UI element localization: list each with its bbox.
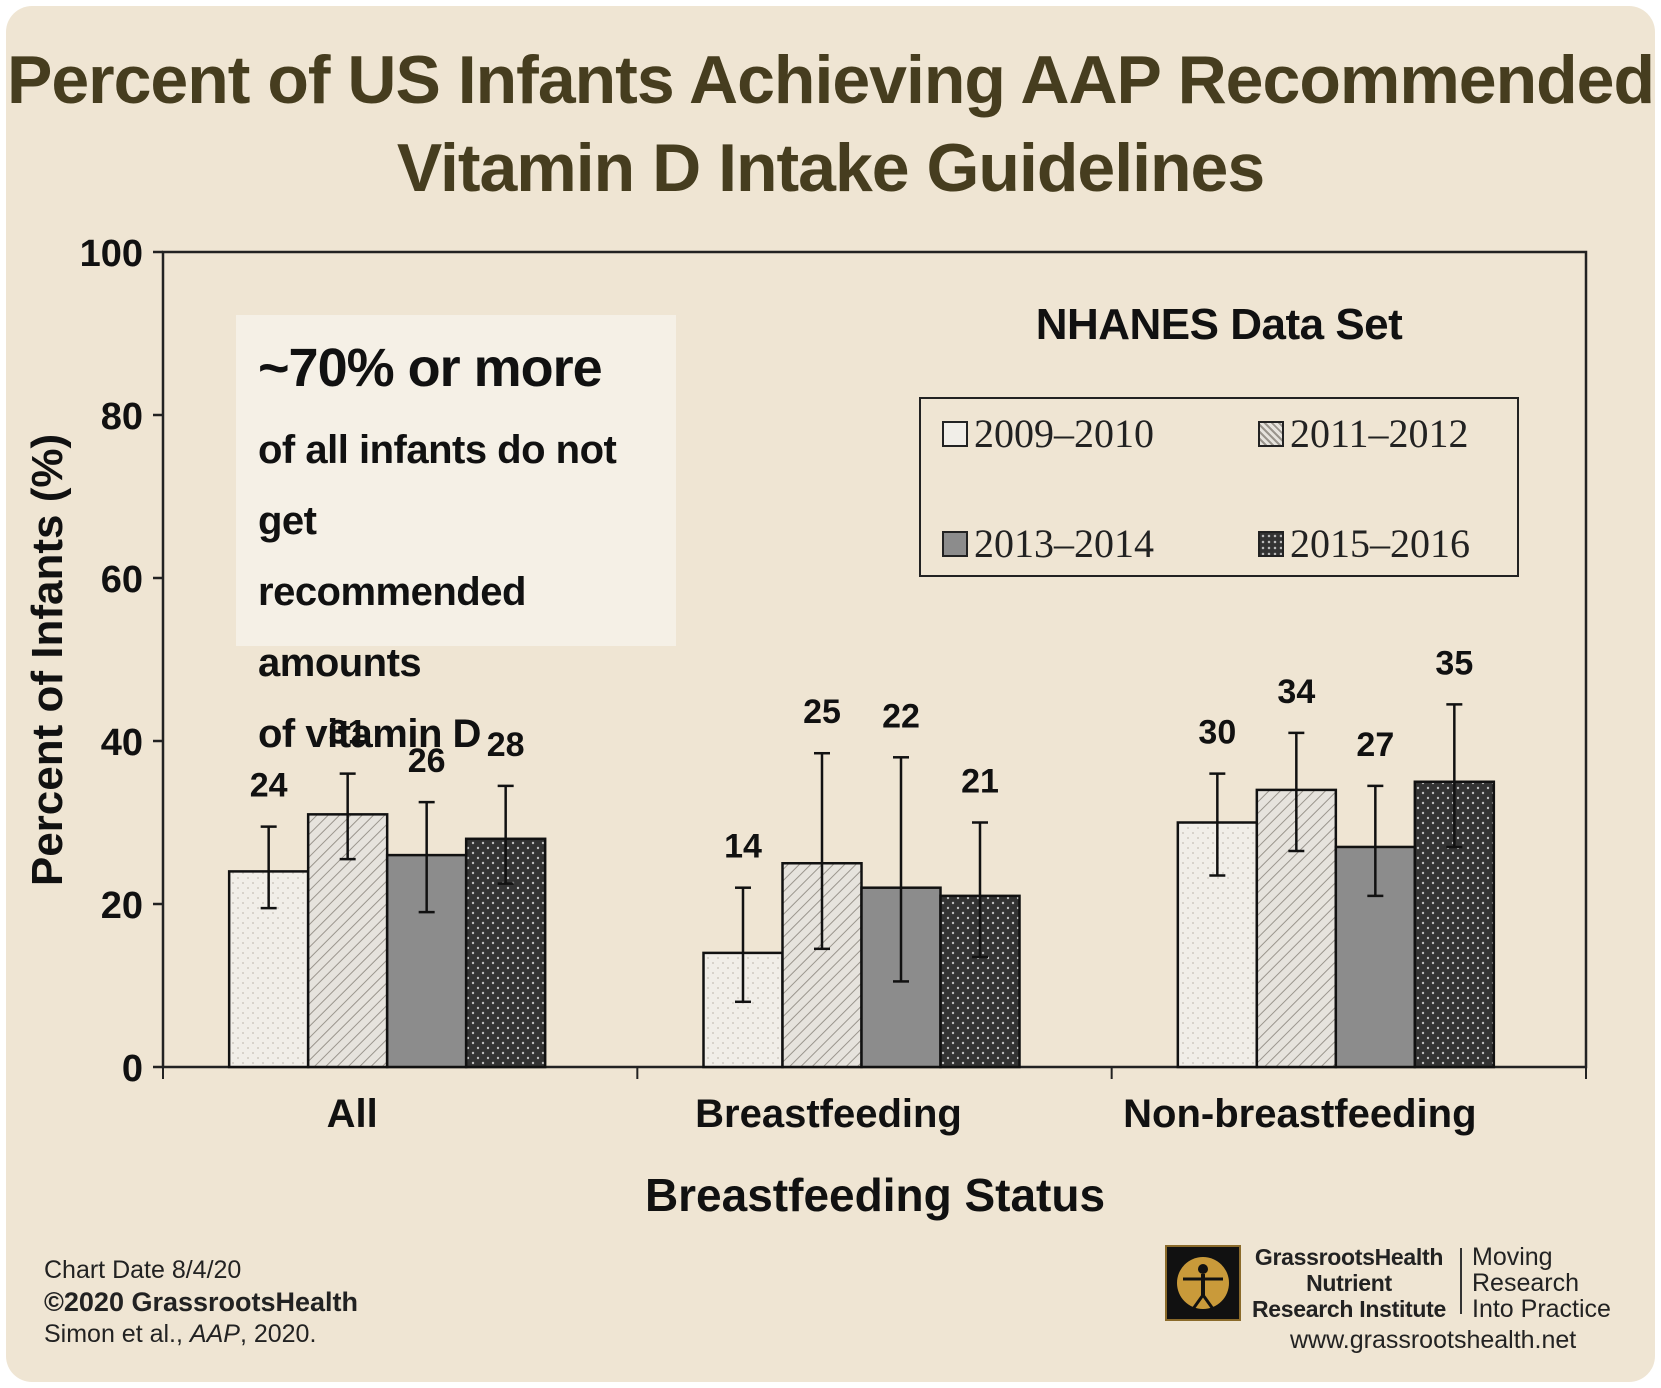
title-line-2: Vitamin D Intake Guidelines bbox=[396, 130, 1265, 206]
website-link[interactable]: www.grassrootshealth.net bbox=[1290, 1326, 1577, 1354]
callout-line-1: of all infants do not get bbox=[258, 428, 617, 543]
data-label: 21 bbox=[961, 763, 999, 801]
citation-suffix: , 2020. bbox=[239, 1320, 317, 1348]
data-label: 34 bbox=[1277, 673, 1315, 711]
legend-swatch-2015-2016 bbox=[1258, 530, 1284, 557]
legend-swatch-2009-2010 bbox=[942, 420, 968, 447]
citation-prefix: Simon et al., bbox=[44, 1320, 190, 1348]
data-label: 28 bbox=[487, 726, 525, 764]
legend-item-2009-2010: 2009–2010 bbox=[942, 410, 1154, 457]
title-line-1: Percent of US Infants Achieving AAP Reco… bbox=[6, 42, 1655, 118]
logo-divider bbox=[1460, 1248, 1462, 1314]
y-tick-label: 100 bbox=[80, 233, 143, 275]
org-line-3: Research Institute bbox=[1252, 1296, 1446, 1322]
data-label: 35 bbox=[1435, 644, 1473, 682]
legend-item-2015-2016: 2015–2016 bbox=[1258, 520, 1470, 567]
y-axis-title: Percent of Infants (%) bbox=[23, 434, 72, 886]
org-name: GrassrootsHealth Nutrient Research Insti… bbox=[1249, 1244, 1449, 1322]
chart-title: Percent of US Infants Achieving AAP Reco… bbox=[0, 36, 1661, 212]
callout-headline: ~70% or more bbox=[258, 338, 603, 398]
callout-line-2: recommended amounts bbox=[258, 570, 526, 685]
legend-swatch-2013-2014 bbox=[942, 530, 968, 557]
data-label: 30 bbox=[1198, 714, 1236, 752]
x-category-label: Non-breastfeeding bbox=[1123, 1092, 1476, 1136]
legend-title: NHANES Data Set bbox=[1035, 300, 1403, 349]
footer-credits: Chart Date 8/4/20 ©2020 GrassrootsHealth… bbox=[44, 1254, 358, 1350]
data-label: 31 bbox=[329, 714, 367, 752]
legend-label-2009-2010: 2009–2010 bbox=[974, 411, 1154, 456]
citation-journal: AAP bbox=[189, 1320, 240, 1348]
tagline-line-2: Research bbox=[1472, 1269, 1579, 1297]
x-category-label: Breastfeeding bbox=[695, 1092, 962, 1136]
data-label: 22 bbox=[882, 697, 920, 735]
chart-date: Chart Date 8/4/20 bbox=[44, 1256, 242, 1284]
y-tick-label: 20 bbox=[101, 885, 143, 927]
legend-label-2013-2014: 2013–2014 bbox=[974, 521, 1154, 566]
y-tick-label: 60 bbox=[101, 559, 143, 601]
citation: Simon et al., AAP, 2020. bbox=[44, 1318, 358, 1350]
y-tick-label: 80 bbox=[101, 396, 143, 438]
org-tagline: Moving Research Into Practice bbox=[1472, 1244, 1611, 1322]
callout-box: ~70% or more of all infants do not get r… bbox=[236, 315, 676, 756]
legend bbox=[919, 397, 1519, 577]
tagline-line-3: Into Practice bbox=[1472, 1295, 1611, 1323]
data-label: 14 bbox=[724, 828, 762, 866]
data-label: 25 bbox=[803, 693, 841, 731]
legend-item-2011-2012: 2011–2012 bbox=[1258, 410, 1469, 457]
data-label: 27 bbox=[1356, 726, 1394, 764]
callout-line-3: of vitamin D bbox=[258, 712, 481, 756]
data-label: 26 bbox=[408, 742, 446, 780]
x-category-label: All bbox=[327, 1092, 378, 1136]
legend-swatch-2011-2012 bbox=[1258, 420, 1284, 447]
x-axis-title: Breastfeeding Status bbox=[645, 1169, 1105, 1221]
data-label: 24 bbox=[250, 767, 288, 805]
legend-label-2015-2016: 2015–2016 bbox=[1290, 521, 1470, 566]
tagline-line-1: Moving bbox=[1472, 1243, 1553, 1271]
legend-item-2013-2014: 2013–2014 bbox=[942, 520, 1154, 567]
vitruvian-logo-icon bbox=[1165, 1245, 1241, 1321]
y-tick-label: 40 bbox=[101, 722, 143, 764]
org-line-1: GrassrootsHealth bbox=[1254, 1244, 1444, 1270]
legend-label-2011-2012: 2011–2012 bbox=[1290, 411, 1469, 456]
org-line-2: Nutrient bbox=[1306, 1270, 1392, 1296]
y-tick-label: 0 bbox=[122, 1048, 143, 1090]
copyright: ©2020 GrassrootsHealth bbox=[44, 1287, 359, 1317]
callout-body: of all infants do not get recommended am… bbox=[258, 415, 678, 770]
chart-card bbox=[6, 6, 1655, 1382]
